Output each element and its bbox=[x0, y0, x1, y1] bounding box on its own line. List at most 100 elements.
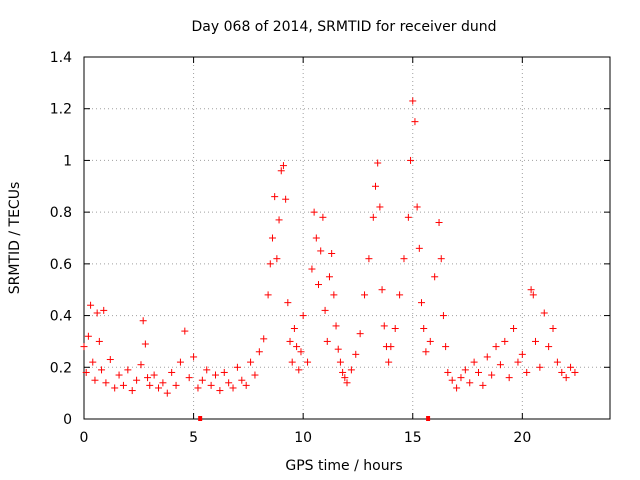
data-point bbox=[124, 366, 132, 374]
data-point bbox=[380, 322, 388, 330]
y-tick-label: 1 bbox=[63, 153, 72, 169]
data-point bbox=[396, 291, 404, 299]
data-point bbox=[238, 376, 246, 384]
data-point bbox=[315, 281, 323, 289]
data-point bbox=[545, 343, 553, 351]
data-point bbox=[89, 358, 97, 366]
x-tick-label: 10 bbox=[294, 430, 312, 446]
data-point bbox=[439, 312, 447, 320]
data-point bbox=[343, 379, 351, 387]
data-point bbox=[325, 273, 333, 281]
data-point bbox=[347, 366, 355, 374]
data-point bbox=[371, 182, 379, 190]
data-point bbox=[312, 234, 320, 242]
data-point bbox=[501, 337, 509, 345]
data-point bbox=[492, 343, 500, 351]
data-point bbox=[233, 363, 241, 371]
data-point bbox=[540, 309, 548, 317]
data-point bbox=[369, 213, 377, 221]
data-point bbox=[317, 247, 325, 255]
data-point bbox=[536, 363, 544, 371]
data-point bbox=[328, 250, 336, 258]
data-point bbox=[453, 384, 461, 392]
data-point bbox=[266, 260, 274, 268]
data-point bbox=[159, 379, 167, 387]
data-point bbox=[529, 291, 537, 299]
y-tick-label: 0.8 bbox=[50, 205, 72, 221]
data-point bbox=[268, 234, 276, 242]
data-point bbox=[168, 368, 176, 376]
data-point bbox=[404, 213, 412, 221]
data-point bbox=[220, 368, 228, 376]
data-point bbox=[297, 348, 305, 356]
data-point bbox=[163, 389, 171, 397]
data-point bbox=[133, 376, 141, 384]
data-point bbox=[144, 374, 152, 382]
data-point bbox=[385, 358, 393, 366]
data-point bbox=[264, 291, 272, 299]
data-point bbox=[323, 337, 331, 345]
data-point bbox=[510, 325, 518, 332]
data-point bbox=[247, 358, 255, 366]
data-point bbox=[282, 195, 290, 203]
data-point bbox=[288, 358, 296, 366]
data-point bbox=[128, 387, 136, 395]
data-point bbox=[93, 309, 101, 317]
data-point bbox=[87, 301, 95, 309]
zero-marker bbox=[198, 416, 203, 421]
data-point bbox=[146, 381, 154, 389]
data-point bbox=[352, 350, 360, 358]
y-tick-label: 1.2 bbox=[50, 102, 72, 118]
data-point bbox=[284, 299, 292, 307]
data-points bbox=[80, 97, 579, 421]
data-point bbox=[571, 368, 579, 376]
data-point bbox=[475, 368, 482, 376]
data-point bbox=[277, 167, 285, 175]
data-point bbox=[330, 291, 338, 299]
data-point bbox=[466, 379, 474, 387]
data-point bbox=[242, 381, 250, 389]
data-point bbox=[98, 366, 106, 374]
data-point bbox=[106, 356, 114, 364]
data-point bbox=[365, 255, 373, 263]
data-point bbox=[119, 381, 127, 389]
data-point bbox=[139, 317, 147, 325]
plot-frame bbox=[83, 56, 611, 420]
data-point bbox=[198, 376, 206, 384]
data-point bbox=[415, 244, 423, 252]
data-point bbox=[251, 371, 259, 379]
data-point bbox=[400, 255, 408, 263]
data-point bbox=[95, 337, 103, 345]
data-point bbox=[531, 337, 539, 345]
data-point bbox=[299, 312, 307, 320]
axis-ticks bbox=[83, 56, 610, 420]
data-point bbox=[479, 381, 487, 389]
data-point bbox=[444, 368, 452, 376]
data-point bbox=[361, 291, 369, 299]
data-point bbox=[334, 345, 342, 353]
x-tick-label: 15 bbox=[404, 430, 422, 446]
data-point bbox=[437, 255, 445, 263]
data-point bbox=[562, 374, 570, 382]
y-tick-label: 0.4 bbox=[50, 309, 72, 325]
data-point bbox=[279, 162, 287, 170]
data-point bbox=[82, 368, 90, 376]
data-point bbox=[273, 255, 281, 263]
data-point bbox=[470, 358, 478, 366]
data-point bbox=[483, 353, 491, 361]
data-point bbox=[448, 376, 456, 384]
data-point bbox=[413, 203, 421, 211]
data-point bbox=[378, 286, 386, 294]
data-point bbox=[310, 208, 318, 216]
data-point bbox=[137, 361, 145, 369]
data-point bbox=[527, 286, 535, 294]
y-tick-label: 0.6 bbox=[50, 257, 72, 273]
data-point bbox=[115, 371, 123, 379]
data-point bbox=[431, 273, 439, 281]
data-point bbox=[339, 368, 347, 376]
data-point bbox=[426, 337, 434, 345]
data-point bbox=[391, 325, 399, 332]
data-point bbox=[229, 384, 237, 392]
y-tick-label: 0.2 bbox=[50, 360, 72, 376]
